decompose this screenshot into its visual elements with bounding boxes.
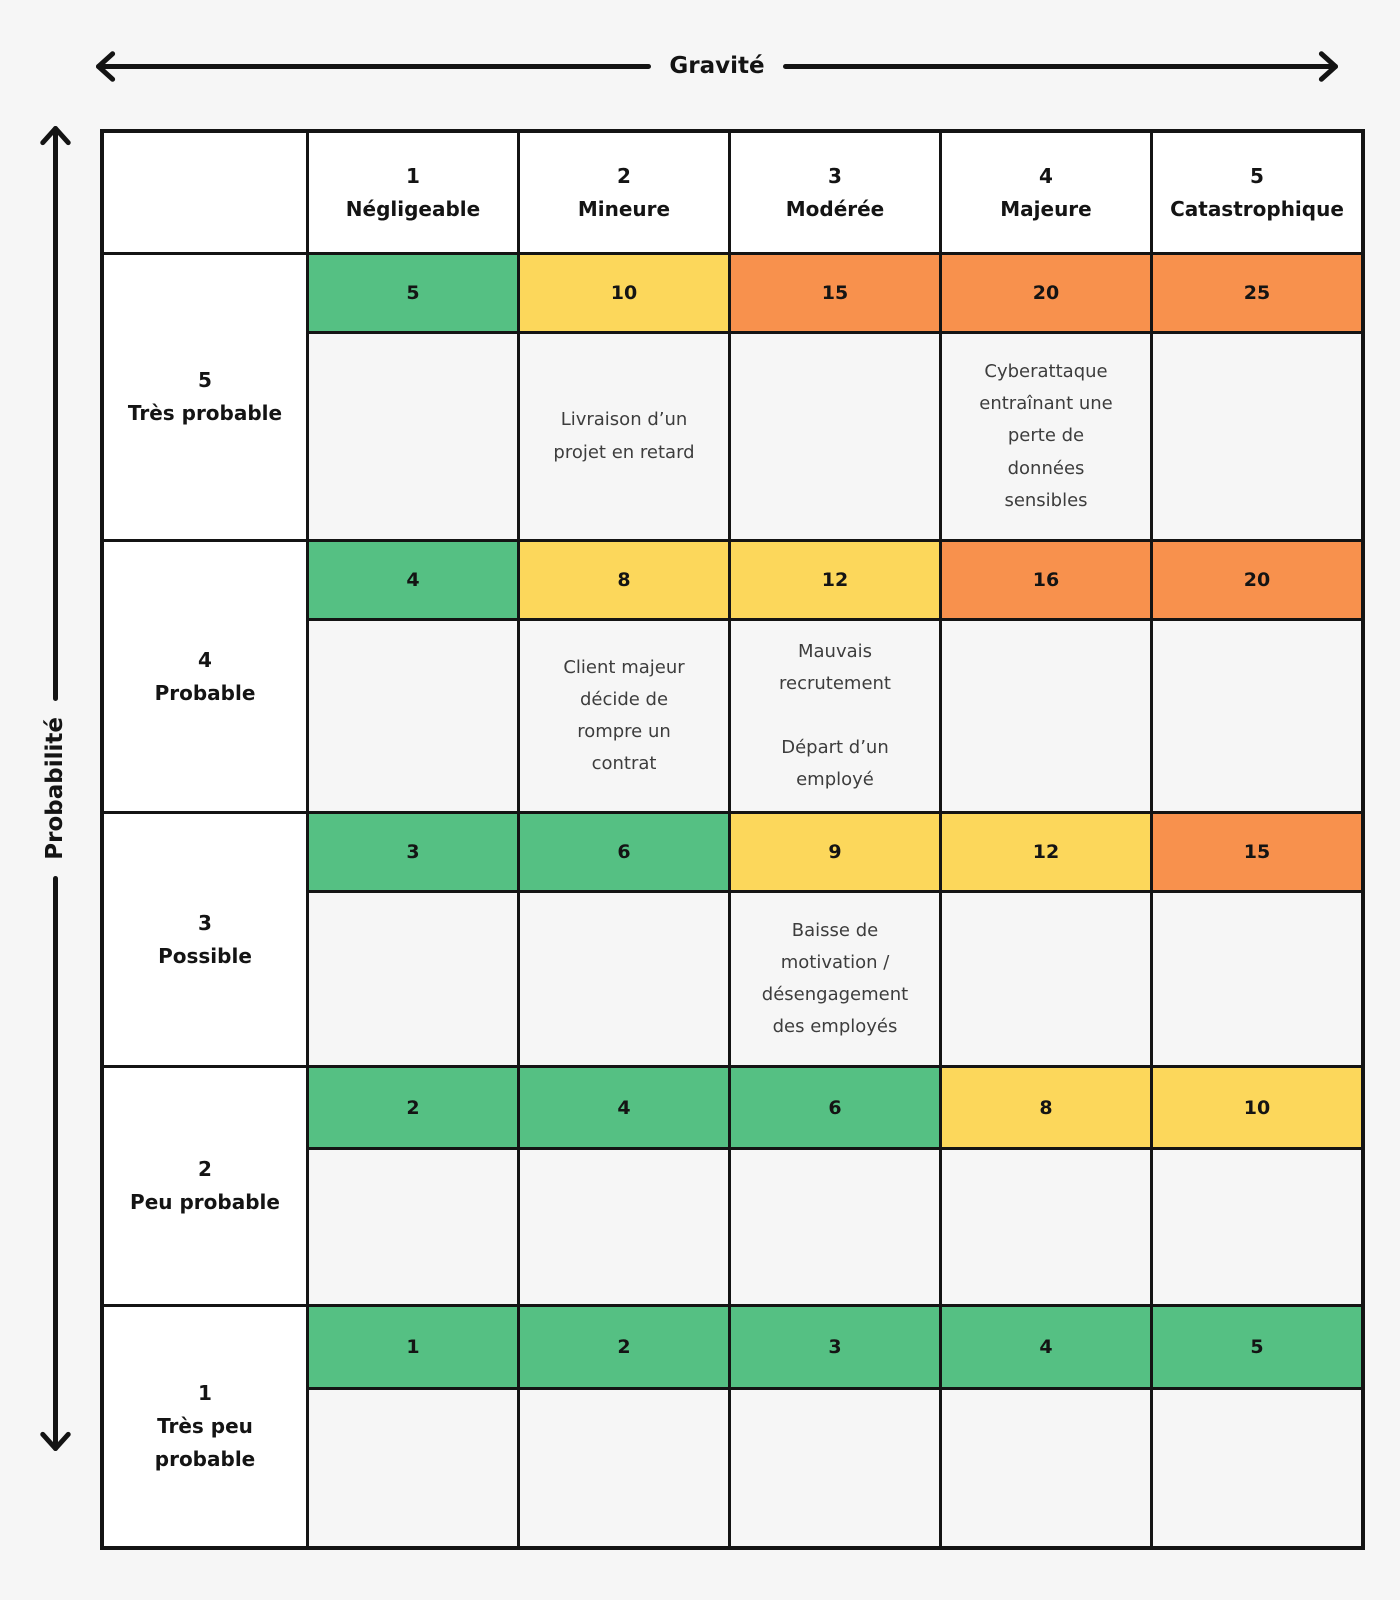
risk-matrix-table: 1 Négligeable 2 Mineure 3 Modérée 4 Maje… bbox=[100, 129, 1365, 1550]
row-label-text: Très peu probable bbox=[154, 1414, 256, 1471]
risk-cell-5x1 bbox=[309, 334, 517, 539]
corner-cell bbox=[104, 133, 306, 252]
score-cell-2x4: 8 bbox=[942, 1068, 1150, 1147]
risk-cell-4x4 bbox=[942, 621, 1150, 811]
risk-cell-2x1 bbox=[309, 1150, 517, 1304]
risk-cell-3x3: Baisse de motivation / désengagement des… bbox=[731, 893, 939, 1065]
row-label-3: 3 Possible bbox=[104, 814, 306, 1065]
row-label-5: 5 Très probable bbox=[104, 255, 306, 539]
risk-cell-5x5 bbox=[1153, 334, 1361, 539]
severity-axis: Gravité bbox=[97, 50, 1337, 82]
row-label-text: Probable bbox=[154, 680, 256, 705]
score-cell-5x5: 25 bbox=[1153, 255, 1361, 331]
risk-cell-2x3 bbox=[731, 1150, 939, 1304]
risk-cell-5x3 bbox=[731, 334, 939, 539]
risk-item: Baisse de motivation / désengagement des… bbox=[761, 919, 909, 1038]
score-cell-1x5: 5 bbox=[1153, 1307, 1361, 1387]
risk-cell-4x3: Mauvais recrutement Départ d’un employé bbox=[731, 621, 939, 811]
risk-cell-1x1 bbox=[309, 1390, 517, 1546]
col-header-3: 3 Modérée bbox=[731, 133, 939, 252]
col-header-num: 2 bbox=[617, 163, 631, 188]
risk-cell-1x4 bbox=[942, 1390, 1150, 1546]
row-label-4: 4 Probable bbox=[104, 542, 306, 811]
risk-item: Client majeur décide de rompre un contra… bbox=[563, 656, 685, 775]
up-arrow-icon bbox=[52, 127, 58, 702]
score-cell-5x2: 10 bbox=[520, 255, 728, 331]
col-header-num: 4 bbox=[1039, 163, 1053, 188]
score-cell-2x3: 6 bbox=[731, 1068, 939, 1147]
score-cell-1x2: 2 bbox=[520, 1307, 728, 1387]
risk-cell-1x3 bbox=[731, 1390, 939, 1546]
probability-axis-label: Probabilité bbox=[42, 717, 68, 860]
score-cell-4x3: 12 bbox=[731, 542, 939, 618]
risk-item: Départ d’un employé bbox=[781, 737, 889, 791]
risk-cell-3x1 bbox=[309, 893, 517, 1065]
score-cell-5x1: 5 bbox=[309, 255, 517, 331]
score-cell-2x1: 2 bbox=[309, 1068, 517, 1147]
row-label-num: 4 bbox=[198, 647, 212, 672]
row-label-num: 1 bbox=[198, 1381, 212, 1405]
risk-cell-4x2: Client majeur décide de rompre un contra… bbox=[520, 621, 728, 811]
right-arrow-icon bbox=[782, 63, 1337, 69]
risk-cell-4x1 bbox=[309, 621, 517, 811]
score-cell-2x5: 10 bbox=[1153, 1068, 1361, 1147]
score-cell-4x5: 20 bbox=[1153, 542, 1361, 618]
score-cell-2x2: 4 bbox=[520, 1068, 728, 1147]
col-header-label: Négligeable bbox=[345, 196, 481, 221]
col-header-4: 4 Majeure bbox=[942, 133, 1150, 252]
risk-cell-5x4: Cyberattaque entraînant une perte de don… bbox=[942, 334, 1150, 539]
col-header-num: 3 bbox=[828, 163, 842, 188]
risk-cell-2x2 bbox=[520, 1150, 728, 1304]
score-cell-1x4: 4 bbox=[942, 1307, 1150, 1387]
risk-cell-1x5 bbox=[1153, 1390, 1361, 1546]
severity-axis-label: Gravité bbox=[669, 53, 765, 79]
score-cell-3x5: 15 bbox=[1153, 814, 1361, 890]
col-header-5: 5 Catastrophique bbox=[1153, 133, 1361, 252]
risk-cell-3x2 bbox=[520, 893, 728, 1065]
row-label-text: Peu probable bbox=[130, 1190, 280, 1214]
col-header-1: 1 Négligeable bbox=[309, 133, 517, 252]
col-header-2: 2 Mineure bbox=[520, 133, 728, 252]
probability-axis: Probabilité bbox=[38, 127, 72, 1451]
risk-cell-2x4 bbox=[942, 1150, 1150, 1304]
score-cell-3x3: 9 bbox=[731, 814, 939, 890]
row-label-2: 2 Peu probable bbox=[104, 1068, 306, 1304]
col-header-label: Modérée bbox=[785, 196, 885, 221]
risk-cell-3x4 bbox=[942, 893, 1150, 1065]
score-cell-4x2: 8 bbox=[520, 542, 728, 618]
score-cell-3x1: 3 bbox=[309, 814, 517, 890]
score-cell-1x1: 1 bbox=[309, 1307, 517, 1387]
risk-item: Livraison d’un projet en retard bbox=[553, 409, 695, 463]
col-header-label: Catastrophique bbox=[1170, 196, 1344, 221]
risk-cell-4x5 bbox=[1153, 621, 1361, 811]
down-arrow-icon bbox=[52, 875, 58, 1451]
risk-cell-3x5 bbox=[1153, 893, 1361, 1065]
risk-item: Cyberattaque entraînant une perte de don… bbox=[979, 361, 1113, 511]
row-label-num: 2 bbox=[198, 1157, 212, 1181]
col-header-num: 1 bbox=[406, 163, 420, 188]
score-cell-3x2: 6 bbox=[520, 814, 728, 890]
score-cell-4x1: 4 bbox=[309, 542, 517, 618]
col-header-num: 5 bbox=[1250, 163, 1264, 188]
score-cell-5x4: 20 bbox=[942, 255, 1150, 331]
row-label-num: 3 bbox=[198, 910, 212, 935]
risk-cell-2x5 bbox=[1153, 1150, 1361, 1304]
score-cell-1x3: 3 bbox=[731, 1307, 939, 1387]
risk-item: Mauvais recrutement bbox=[779, 640, 891, 694]
risk-cell-5x2: Livraison d’un projet en retard bbox=[520, 334, 728, 539]
row-label-1: 1 Très peu probable bbox=[104, 1307, 306, 1546]
score-cell-3x4: 12 bbox=[942, 814, 1150, 890]
score-cell-4x4: 16 bbox=[942, 542, 1150, 618]
col-header-label: Mineure bbox=[577, 196, 671, 221]
risk-cell-1x2 bbox=[520, 1390, 728, 1546]
row-label-text: Très probable bbox=[127, 401, 283, 425]
score-cell-5x3: 15 bbox=[731, 255, 939, 331]
col-header-label: Majeure bbox=[1000, 196, 1092, 221]
row-label-text: Possible bbox=[158, 943, 252, 968]
row-label-num: 5 bbox=[198, 368, 212, 392]
left-arrow-icon bbox=[97, 63, 652, 69]
